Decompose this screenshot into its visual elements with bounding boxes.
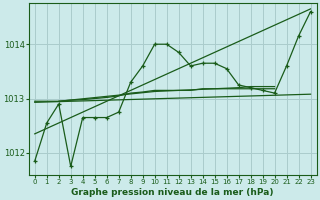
X-axis label: Graphe pression niveau de la mer (hPa): Graphe pression niveau de la mer (hPa) (71, 188, 274, 197)
